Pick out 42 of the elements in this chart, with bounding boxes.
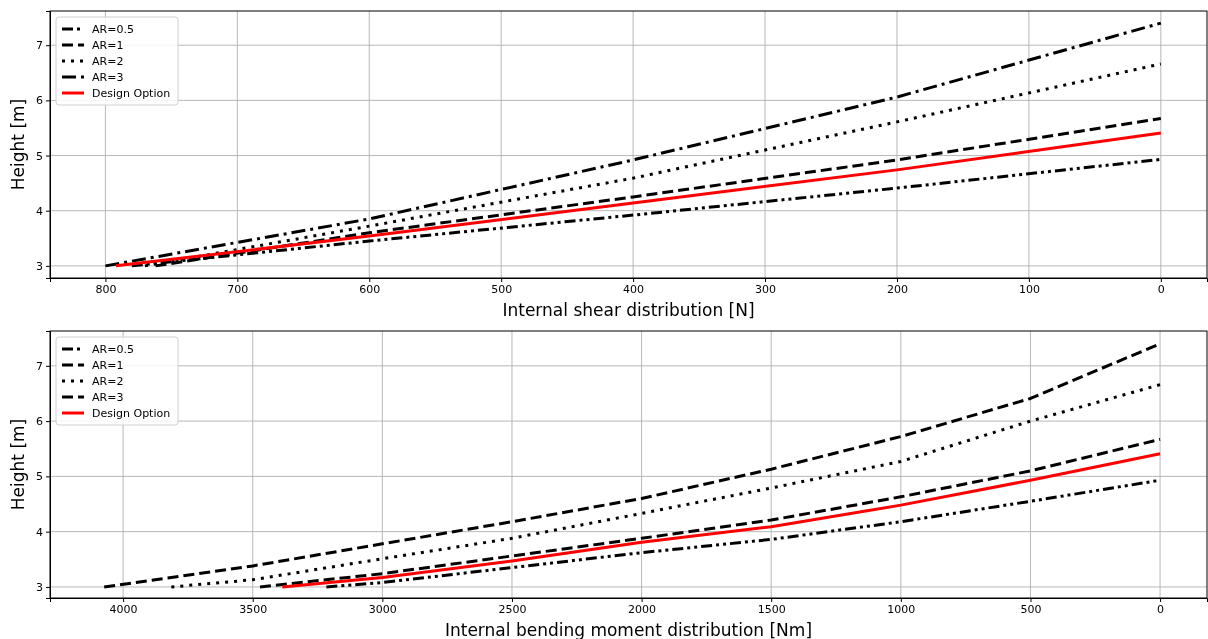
- legend-label: AR=3: [92, 391, 124, 404]
- y-tick-label: 5: [36, 149, 43, 163]
- x-tick-label: 200: [886, 282, 908, 296]
- x-axis-title: Internal shear distribution [N]: [502, 300, 755, 320]
- x-tick-label: 400: [623, 282, 645, 296]
- x-tick-label: 800: [95, 282, 117, 296]
- x-tick-label: 500: [491, 282, 513, 296]
- legend-label: AR=2: [92, 55, 124, 68]
- x-tick-label: 500: [1020, 602, 1042, 616]
- x-tick-label: 1000: [887, 602, 916, 616]
- y-tick-label: 4: [36, 204, 43, 218]
- y-tick-label: 7: [36, 359, 43, 373]
- legend-label: AR=1: [92, 359, 124, 372]
- x-tick-label: 3500: [239, 602, 268, 616]
- y-tick-label: 5: [36, 470, 43, 484]
- y-tick-label: 6: [36, 415, 43, 429]
- y-axis-title: Height [m]: [8, 98, 28, 191]
- y-axis-title: Height [m]: [8, 418, 28, 511]
- y-tick-label: 7: [36, 39, 43, 53]
- x-tick-label: 0: [1157, 282, 1165, 296]
- y-tick-label: 3: [36, 580, 43, 594]
- x-tick-label: 2000: [628, 602, 657, 616]
- x-tick-label: 2500: [498, 602, 527, 616]
- y-tick-label: 3: [36, 259, 43, 273]
- x-tick-label: 700: [227, 282, 249, 296]
- legend-label: AR=2: [92, 375, 124, 388]
- x-axis-title: Internal bending moment distribution [Nm]: [444, 620, 813, 639]
- legend-label: Design Option: [92, 407, 171, 420]
- legend-label: AR=3: [92, 71, 124, 84]
- y-tick-label: 6: [36, 94, 43, 108]
- y-tick-label: 4: [36, 525, 43, 539]
- x-tick-label: 600: [359, 282, 381, 296]
- x-tick-label: 0: [1157, 602, 1165, 616]
- x-tick-label: 100: [1018, 282, 1040, 296]
- x-tick-label: 1500: [757, 602, 786, 616]
- legend-label: Design Option: [92, 87, 171, 100]
- legend-label: AR=0.5: [92, 343, 134, 356]
- legend-label: AR=1: [92, 39, 124, 52]
- legend-label: AR=0.5: [92, 23, 134, 36]
- x-tick-label: 4000: [109, 602, 138, 616]
- x-tick-label: 3000: [368, 602, 397, 616]
- x-tick-label: 300: [755, 282, 777, 296]
